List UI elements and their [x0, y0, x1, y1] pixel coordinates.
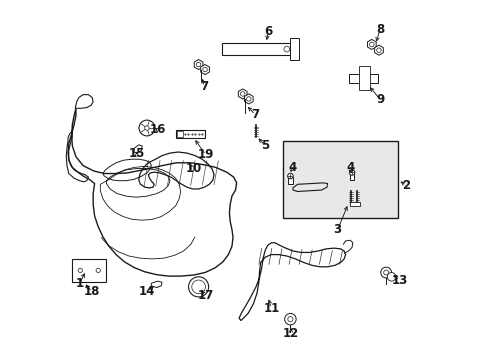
Text: 7: 7 [251, 108, 259, 121]
Polygon shape [374, 45, 383, 55]
Text: 13: 13 [390, 274, 407, 287]
Circle shape [203, 67, 207, 72]
Polygon shape [194, 59, 203, 69]
Text: 6: 6 [264, 25, 272, 38]
Bar [177, 131, 183, 137]
Text: 14: 14 [139, 285, 155, 298]
Circle shape [246, 97, 250, 101]
Polygon shape [244, 94, 253, 104]
Circle shape [196, 62, 201, 67]
Circle shape [386, 273, 395, 281]
Polygon shape [366, 40, 375, 49]
Circle shape [287, 173, 293, 179]
Circle shape [383, 270, 388, 275]
Text: 12: 12 [283, 327, 299, 340]
Text: 4: 4 [288, 161, 296, 174]
Text: 16: 16 [149, 123, 165, 136]
Text: 18: 18 [84, 285, 100, 298]
Circle shape [284, 314, 296, 325]
Text: 4: 4 [346, 161, 354, 174]
Circle shape [144, 126, 149, 130]
Bar [72, 259, 105, 282]
Text: 17: 17 [197, 289, 213, 302]
Text: 15: 15 [128, 147, 145, 160]
Circle shape [284, 46, 289, 52]
Text: 7: 7 [200, 80, 208, 93]
Text: 9: 9 [375, 93, 384, 106]
Circle shape [240, 92, 244, 96]
Text: 2: 2 [402, 179, 410, 192]
Text: 8: 8 [375, 23, 384, 36]
Circle shape [96, 268, 100, 273]
Circle shape [376, 48, 381, 53]
Bar [349, 173, 354, 180]
Bar [290, 39, 299, 60]
Circle shape [369, 42, 373, 47]
Bar [359, 66, 369, 90]
Circle shape [380, 267, 391, 278]
Bar [349, 202, 360, 206]
Circle shape [78, 268, 82, 273]
Bar [176, 130, 204, 138]
Polygon shape [238, 89, 246, 99]
Bar [287, 177, 292, 184]
Text: 19: 19 [197, 148, 214, 161]
Text: 10: 10 [185, 162, 201, 175]
Circle shape [348, 170, 354, 175]
Bar [348, 74, 377, 83]
Bar [222, 42, 292, 55]
Text: 1: 1 [75, 278, 83, 291]
Bar [283, 140, 397, 218]
Polygon shape [151, 281, 162, 288]
Circle shape [287, 316, 292, 322]
Text: 3: 3 [333, 223, 341, 236]
Text: 11: 11 [263, 302, 279, 315]
Text: 5: 5 [261, 139, 269, 152]
Circle shape [139, 120, 155, 136]
Polygon shape [200, 64, 209, 75]
